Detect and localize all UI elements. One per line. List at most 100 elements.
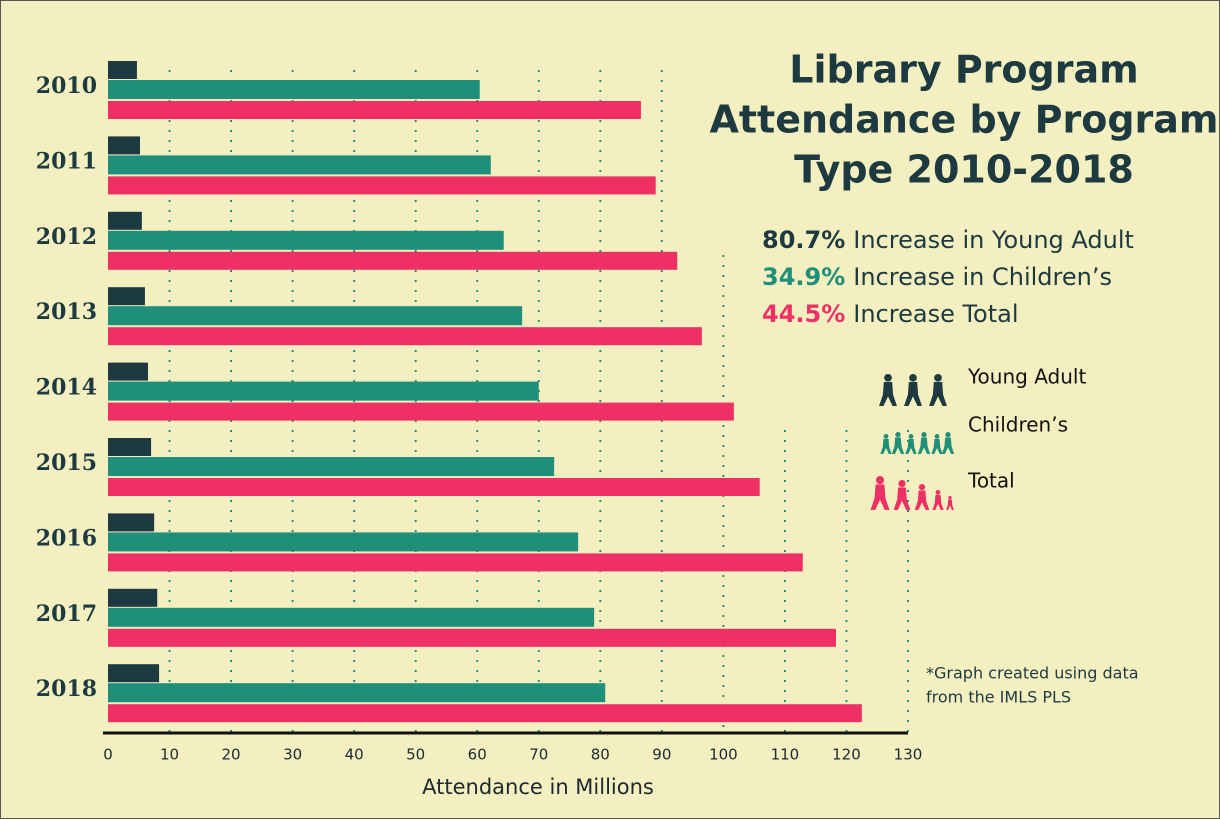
- y-tick-label: 2012: [36, 224, 97, 250]
- bar: [108, 704, 862, 723]
- y-tick-label: 2016: [36, 525, 97, 551]
- x-tick-label: 20: [222, 746, 241, 764]
- bar: [108, 513, 155, 532]
- bar: [108, 478, 760, 496]
- annotation-text: Increase in Young Adult: [853, 226, 1134, 254]
- legend-entry: Children’s: [880, 413, 1068, 454]
- legend-icon: [880, 439, 892, 454]
- x-tick-label: 0: [103, 746, 113, 764]
- bar: [108, 553, 803, 572]
- x-tick-label: 100: [709, 746, 738, 764]
- bar: [108, 230, 504, 250]
- annotation: 44.5% Increase Total: [762, 300, 1019, 328]
- bar: [108, 211, 142, 230]
- legend-icon: [941, 437, 955, 454]
- legend-entry: Total: [870, 469, 1015, 510]
- x-tick-label: 40: [345, 746, 364, 764]
- y-tick-label: 2010: [36, 73, 97, 99]
- y-tick-label: 2017: [36, 601, 97, 627]
- y-tick-label: 2013: [36, 299, 97, 325]
- bar: [108, 628, 836, 647]
- bar: [108, 362, 148, 381]
- x-tick-label: 90: [652, 746, 671, 764]
- legend-icon: [893, 487, 911, 510]
- legend-icon: [879, 382, 897, 406]
- x-axis-title: Attendance in Millions: [422, 775, 654, 799]
- bar: [108, 80, 480, 99]
- legend-icon: [895, 432, 901, 438]
- legend-icon: [914, 490, 930, 510]
- y-tick-label: 2014: [36, 375, 97, 401]
- x-tick-label: 130: [894, 746, 923, 764]
- annotation-text: Increase in Children’s: [853, 263, 1112, 291]
- x-tick-label: 60: [468, 746, 487, 764]
- annotation: 80.7% Increase in Young Adult: [762, 226, 1134, 254]
- legend-icon: [918, 484, 926, 491]
- bar: [108, 664, 160, 683]
- legend-icon: [884, 374, 892, 382]
- legend-icon: [934, 374, 942, 382]
- legend-icon: [929, 382, 947, 406]
- bar: [108, 155, 491, 175]
- y-tick-label: 2018: [36, 676, 97, 702]
- legend-icon: [870, 484, 890, 510]
- x-tick-label: 110: [771, 746, 800, 764]
- bar: [108, 402, 734, 421]
- legend-icon: [883, 434, 889, 439]
- legend-icon: [898, 480, 906, 488]
- legend-icon: [945, 432, 951, 438]
- bar: [108, 136, 140, 155]
- x-tick-label: 10: [160, 746, 179, 764]
- legend-label: Young Adult: [967, 365, 1086, 389]
- legend-icon: [921, 432, 927, 438]
- legend-entry: Young Adult: [879, 365, 1086, 406]
- chart-title: Type 2010-2018: [794, 148, 1134, 192]
- legend-icon: [935, 490, 941, 495]
- y-tick-label: 2015: [36, 450, 97, 476]
- legend-icon: [875, 476, 885, 485]
- bar: [108, 457, 555, 476]
- x-tick-label: 120: [832, 746, 861, 764]
- annotation-highlight: 80.7%: [762, 226, 845, 254]
- bar: [108, 101, 641, 119]
- bar: [108, 306, 523, 326]
- bar: [108, 251, 678, 270]
- legend-icon: [905, 439, 917, 454]
- annotation-text: Increase Total: [853, 300, 1018, 328]
- legend-icon: [908, 434, 914, 439]
- annotation: 34.9% Increase in Children’s: [762, 263, 1112, 291]
- bar: [108, 588, 158, 607]
- bar: [108, 287, 145, 306]
- bar: [108, 61, 137, 79]
- legend-icon: [909, 374, 917, 382]
- bar: [108, 532, 579, 552]
- annotation-highlight: 34.9%: [762, 263, 845, 291]
- bar: [108, 607, 595, 627]
- legend-label: Total: [967, 469, 1015, 493]
- bar: [108, 381, 539, 401]
- y-tick-label: 2011: [36, 148, 97, 174]
- x-tick-label: 80: [591, 746, 610, 764]
- footnote: from the IMLS PLS: [926, 688, 1071, 707]
- bar: [108, 327, 702, 346]
- legend-icon: [946, 499, 954, 510]
- legend-icon: [932, 495, 944, 510]
- bar: [108, 438, 152, 456]
- legend-icon: [917, 437, 931, 454]
- legend-icon: [948, 496, 952, 500]
- legend-icon: [904, 382, 922, 406]
- chart-title: Attendance by Program: [709, 98, 1218, 142]
- bar: [108, 176, 656, 195]
- legend-icon: [934, 434, 940, 439]
- bar: [108, 683, 606, 703]
- x-tick-label: 50: [406, 746, 425, 764]
- chart-title: Library Program: [789, 48, 1138, 92]
- x-tick-label: 30: [283, 746, 302, 764]
- x-tick-label: 70: [529, 746, 548, 764]
- legend-icon: [891, 437, 905, 454]
- legend-icon: [931, 439, 943, 454]
- footnote: *Graph created using data: [926, 664, 1139, 683]
- annotation-highlight: 44.5%: [762, 300, 845, 328]
